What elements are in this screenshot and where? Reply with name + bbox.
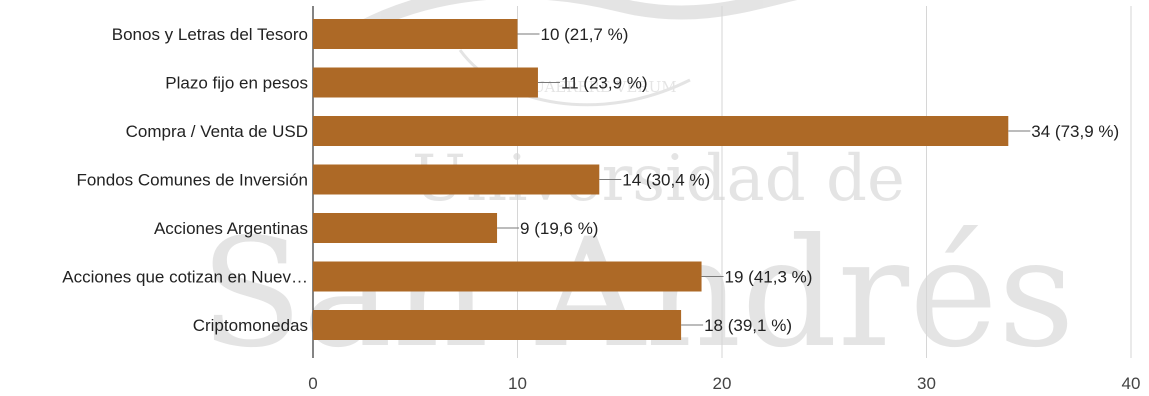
data-label: 10 (21,7 %) xyxy=(541,25,629,44)
category-label: Criptomonedas xyxy=(193,316,308,335)
data-label: 19 (41,3 %) xyxy=(725,268,813,287)
data-label: 18 (39,1 %) xyxy=(704,316,792,335)
bar xyxy=(313,213,498,243)
bar xyxy=(313,261,702,292)
data-label: 9 (19,6 %) xyxy=(520,219,598,238)
watermark-crest-arc xyxy=(336,0,798,46)
x-tick-label: 0 xyxy=(308,374,317,393)
bar xyxy=(313,310,682,340)
data-label: 14 (30,4 %) xyxy=(622,171,710,190)
data-label: 11 (23,9 %) xyxy=(561,74,648,93)
category-label: Acciones Argentinas xyxy=(154,219,308,238)
x-tick-label: 40 xyxy=(1122,374,1141,393)
x-tick-label: 20 xyxy=(713,374,732,393)
category-label: Acciones que cotizan en Nuev… xyxy=(62,268,308,287)
bar xyxy=(313,164,600,195)
x-tick-label: 10 xyxy=(508,374,527,393)
category-labels: Bonos y Letras del Tesoro Plazo fijo en p… xyxy=(62,25,308,335)
category-label: Compra / Venta de USD xyxy=(126,122,308,141)
data-label: 34 (73,9 %) xyxy=(1031,122,1119,141)
category-label: Fondos Comunes de Inversión xyxy=(76,171,308,190)
x-tick-label: 30 xyxy=(917,374,936,393)
category-label: Plazo fijo en pesos xyxy=(165,74,308,93)
bar xyxy=(313,67,538,98)
x-axis-ticks: 0 10 20 30 40 xyxy=(308,374,1140,393)
bar xyxy=(313,19,518,49)
bar xyxy=(313,116,1009,146)
data-labels: 10 (21,7 %) 11 (23,9 %) 34 (73,9 %) 14 (30,… xyxy=(497,25,1119,335)
bars xyxy=(313,19,1009,340)
category-label: Bonos y Letras del Tesoro xyxy=(112,25,308,44)
